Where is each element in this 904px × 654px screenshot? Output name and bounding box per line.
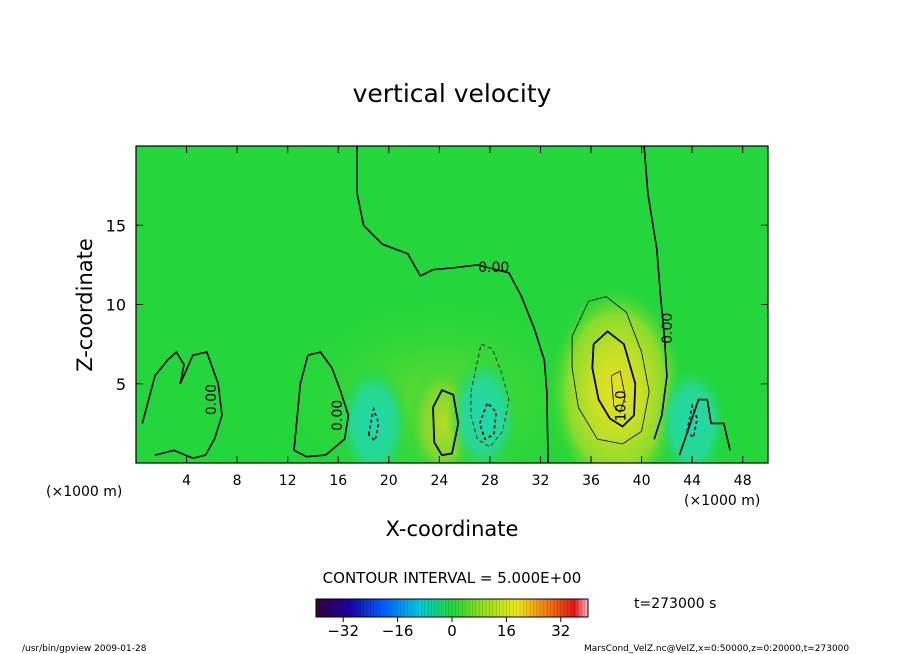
contour-pos-main-outer [571,296,650,445]
chart-title: vertical velocity [353,79,552,108]
contour-neg-right [686,403,699,440]
x-tick-label: 48 [734,473,752,489]
colorbar-tick-label: −32 [327,622,359,640]
colorbar-tick-label: 16 [497,622,516,640]
colorbar-tick-label: 32 [551,622,570,640]
x-tick-label: 12 [279,473,297,489]
contour-zero-upper [356,146,549,463]
contour-label-0: 0.00 [478,260,509,276]
contour-neg-left [367,406,380,443]
downdraft-region-4 [656,363,729,463]
contour-label-1: 0.00 [660,313,676,344]
contour-label-4: 10.0 [613,390,629,421]
x-tick-label: 8 [233,473,242,489]
y-tick-label: 5 [116,375,126,394]
contour-pos-small [432,388,460,457]
x-tick-label: 44 [683,473,701,489]
contour-labels: 0.00 0.00 0.00 0.00 10.0 [204,260,676,431]
downdraft-region-2 [447,355,520,463]
x-unit-left: (×1000 m) [46,484,122,500]
colorbar-ticks: −32 −16 0 16 32 [327,617,570,640]
contour-zero-right [643,146,668,440]
contour-pos-main-10 [610,370,626,414]
time-label: t=273000 s [634,596,716,612]
x-axis-ticks: 4 8 12 16 20 24 28 32 36 40 44 48 [182,146,752,489]
x-tick-label: 28 [481,473,499,489]
y-axis-label: Z-coordinate [73,238,97,372]
x-tick-label: 40 [633,473,651,489]
y-tick-label: 15 [106,216,126,235]
y-tick-label: 10 [106,296,126,315]
contour-neg-center-inner [479,401,498,441]
colorbar-tick-label: −16 [382,622,414,640]
contour-zero-mid [293,351,350,458]
x-tick-label: 4 [182,473,191,489]
y-axis-ticks: 5 10 15 [106,216,768,394]
x-tick-label: 16 [329,473,347,489]
contour-zero-left [141,350,223,460]
x-tick-label: 24 [430,473,448,489]
footer-left: /usr/bin/gpview 2009-01-28 [22,644,147,654]
velocity-field [136,146,768,463]
x-tick-label: 20 [380,473,398,489]
contour-pos-main-5 [591,330,637,428]
x-tick-label: 32 [532,473,550,489]
contour-label-2: 0.00 [204,384,220,415]
downdraft-region-3 [337,363,410,463]
contour-zero-right-small [678,398,731,456]
x-axis-label: X-coordinate [386,517,519,541]
colorbar-divisions [319,599,585,617]
footer-right: MarsCond_VelZ.nc@VelZ,x=0:50000,z=0:2000… [584,644,849,654]
contour-lines [141,146,731,463]
contour-interval-text: CONTOUR INTERVAL = 5.000E+00 [323,569,582,587]
x-tick-label: 36 [582,473,600,489]
x-unit-right: (×1000 m) [684,493,760,509]
updraft-region-0 [546,281,687,463]
colorbar-tick-label: 0 [447,622,457,640]
contour-label-3: 0.00 [330,400,346,431]
